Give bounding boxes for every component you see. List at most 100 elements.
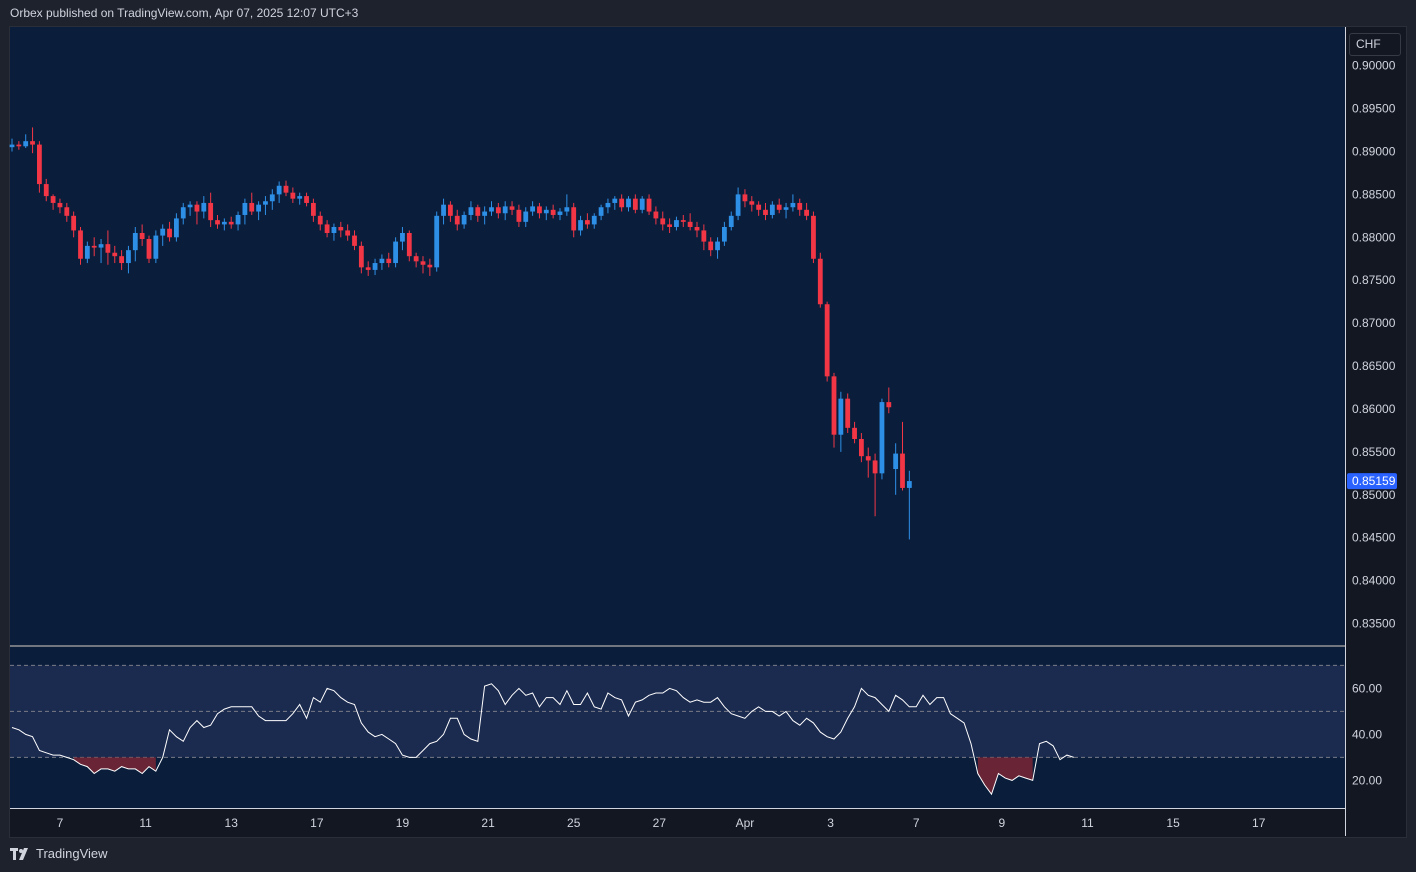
time-tick-label: 9 — [998, 816, 1005, 830]
candle-body — [23, 141, 29, 147]
candle-body — [454, 215, 460, 225]
candle — [886, 387, 892, 414]
candle-body — [194, 204, 200, 212]
candle-body — [57, 202, 63, 208]
candle-body — [667, 224, 672, 227]
candle — [160, 224, 166, 246]
rsi-line — [11, 683, 1074, 796]
candle — [153, 230, 159, 264]
rsi-oversold-fill — [73, 757, 156, 774]
time-tick-label: 27 — [653, 816, 667, 830]
footer-brand[interactable]: TradingView — [10, 846, 108, 861]
candle — [126, 245, 131, 274]
candle-body — [461, 214, 467, 225]
candle-body — [427, 264, 433, 268]
candle — [790, 194, 796, 212]
candle-body — [879, 402, 885, 474]
candle-body — [687, 221, 693, 227]
candle-body — [783, 207, 789, 210]
candle-body — [482, 211, 488, 216]
candle — [194, 201, 200, 225]
rsi-tick-label: 60.00 — [1352, 681, 1382, 695]
candle — [722, 221, 727, 246]
candle-body — [598, 207, 604, 216]
price-tick-label: 0.85000 — [1352, 488, 1396, 502]
candle — [763, 202, 768, 221]
candle — [537, 202, 542, 219]
candle-body — [756, 204, 762, 210]
candle-body — [817, 258, 823, 305]
price-tick-label: 0.89000 — [1352, 144, 1396, 158]
candle — [701, 224, 707, 251]
candle-body — [345, 230, 351, 236]
candle — [585, 213, 590, 229]
time-tick-label: 13 — [225, 816, 239, 830]
candle-body — [132, 233, 138, 251]
candle — [865, 447, 871, 478]
candle — [372, 258, 378, 276]
candle-body — [865, 456, 871, 461]
candle-body — [831, 376, 837, 435]
candle — [838, 391, 844, 452]
candle — [71, 211, 77, 238]
candle — [283, 180, 289, 197]
candle — [358, 241, 364, 274]
candle — [235, 211, 241, 231]
chart-canvas[interactable]: 60.00 40.00 20.00 0.90000 0.89500 0.89000 0.8… — [0, 0, 1416, 840]
candle — [352, 230, 357, 251]
candle — [612, 196, 618, 210]
candle — [78, 226, 83, 265]
candle — [434, 211, 440, 272]
candle-body — [619, 198, 625, 208]
time-tick-label: Apr — [736, 816, 755, 830]
candle — [311, 198, 316, 222]
candle-body — [263, 201, 268, 205]
main-pane-background — [10, 27, 1345, 645]
candle — [454, 209, 460, 231]
candle — [626, 196, 631, 212]
last-price-tag — [1347, 473, 1397, 490]
candle — [543, 206, 549, 221]
candle-body — [9, 144, 15, 148]
candle-body — [146, 239, 152, 259]
candlestick-series — [9, 127, 912, 540]
candle-body — [235, 214, 241, 225]
price-tick-label: 0.84500 — [1352, 531, 1396, 545]
candle-body — [187, 204, 193, 208]
candle — [30, 127, 35, 154]
publisher-caption: Orbex published on TradingView.com, Apr … — [10, 6, 359, 20]
candle-body — [139, 233, 145, 240]
candle — [91, 237, 97, 257]
candle — [550, 204, 556, 219]
candle-body — [256, 204, 261, 212]
candle-body — [852, 427, 857, 439]
rsi-panel: 60.00 40.00 20.00 — [10, 664, 1382, 796]
candle — [441, 198, 446, 225]
candle-body — [98, 244, 104, 248]
candle-body — [893, 453, 899, 470]
candle-body — [715, 241, 720, 251]
candle — [564, 194, 570, 216]
candle — [639, 196, 645, 214]
candle — [879, 398, 885, 480]
candle-body — [324, 224, 330, 233]
candle-body — [475, 207, 481, 216]
candle — [482, 206, 488, 225]
candle-body — [612, 198, 618, 203]
candle-body — [84, 245, 90, 259]
candle-body — [701, 230, 707, 242]
currency-button[interactable]: CHF — [1349, 33, 1401, 56]
candle — [715, 237, 720, 259]
candle — [900, 421, 905, 491]
candle-body — [680, 220, 686, 222]
candle — [495, 202, 501, 219]
candle-body — [571, 207, 577, 231]
candle-body — [64, 207, 70, 216]
candle — [591, 213, 597, 229]
candle-body — [448, 204, 453, 216]
candle — [263, 196, 268, 215]
time-axis: 7 11 13 17 19 21 25 27 Apr 3 7 9 11 15 17 — [57, 816, 1266, 830]
candle — [180, 202, 186, 225]
candle-body — [78, 230, 83, 259]
candle-body — [215, 220, 220, 225]
